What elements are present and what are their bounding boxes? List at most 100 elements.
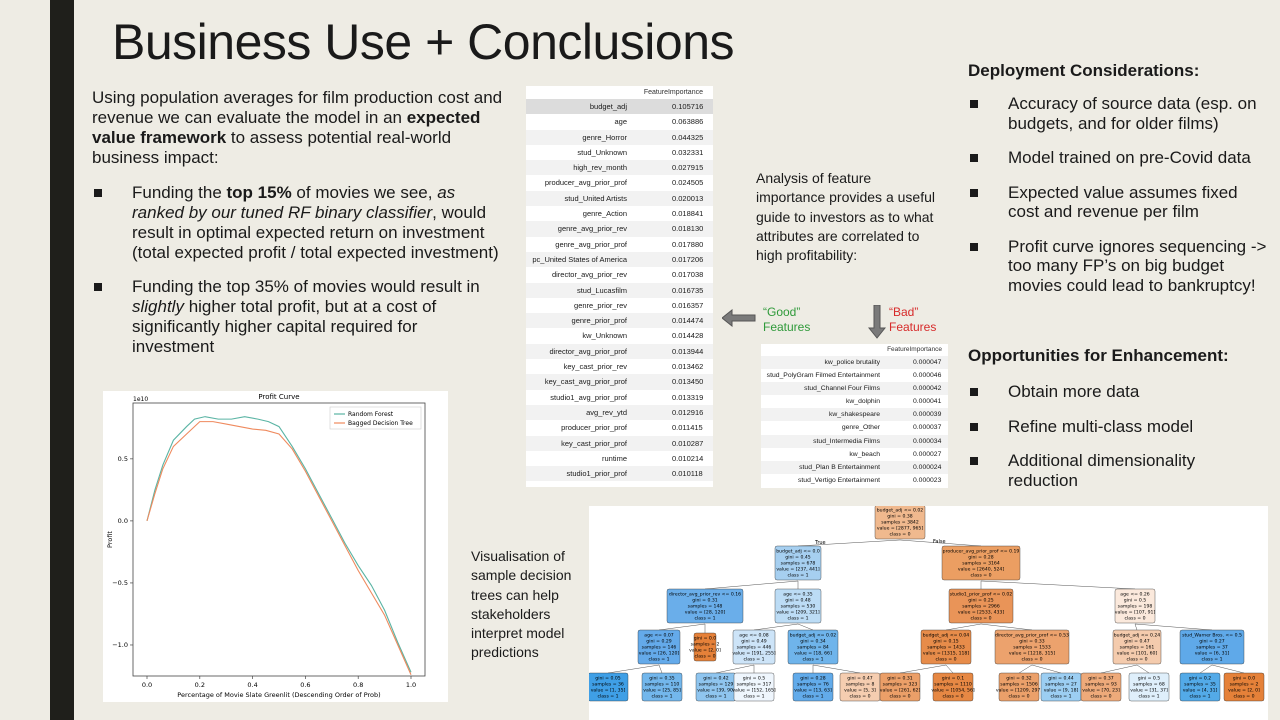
feature-value: 0.017880 xyxy=(672,239,704,249)
tree-node-box xyxy=(641,672,683,702)
bullet-top15: Funding the top 15% of movies we see, as… xyxy=(92,183,502,263)
tree-node-text: samples = 3164 xyxy=(962,561,1000,567)
feature-value: 0.000047 xyxy=(913,359,942,366)
tree-node-text: value = [191, 255] xyxy=(732,651,776,657)
intro-paragraph: Using population averages for film produ… xyxy=(92,88,512,168)
feature-name: avg_rev_ytd xyxy=(586,407,627,417)
tree-node-text: class = 1 xyxy=(597,694,618,700)
feature-value: 0.013450 xyxy=(672,377,704,387)
tree-node-text: gini = 0.33 xyxy=(1019,639,1044,645)
tree-node-text: value = [1315, 118] xyxy=(923,651,969,657)
tree-node-box xyxy=(637,629,681,665)
tree-edge xyxy=(797,539,901,547)
tree-node-text: samples = 161 xyxy=(1120,645,1155,651)
tree-node-text: class = 1 xyxy=(787,616,808,622)
feature-value: 0.010118 xyxy=(672,469,703,479)
feature-name: genre_Other xyxy=(841,424,880,432)
tree-node-text: value = [70, 23] xyxy=(1082,688,1120,694)
deployment-heading: Deployment Considerations: xyxy=(968,61,1200,80)
feature-importance-table: FeatureImportance budget_adj 0.105716 age 0… xyxy=(526,86,713,487)
feature-value: 0.024505 xyxy=(672,178,704,188)
feature-row: director_avg_prior_rev 0.017038 xyxy=(526,267,713,282)
tree-node-text: samples = 317 xyxy=(737,682,772,688)
tree-node-text: class = 0 xyxy=(970,573,991,579)
feature-row: key_cast_avg_prior_prof 0.013450 xyxy=(526,374,713,390)
x-tick-label: 0.8 xyxy=(353,681,363,689)
intro-bold: expected value framework xyxy=(92,108,481,147)
feature-value: 0.032331 xyxy=(672,147,704,157)
feature-value: 0.016735 xyxy=(672,285,704,295)
bullet-italic: slightly xyxy=(132,297,184,316)
tree-node-text: class = 0 xyxy=(849,694,870,700)
feature-name: stud_United Artists xyxy=(564,193,627,203)
tree-node-box xyxy=(732,629,776,665)
left-bullet-list: Funding the top 15% of movies we see, as… xyxy=(92,183,502,371)
feature-row: key_cast_prior_prof 0.010287 xyxy=(526,435,713,451)
feature-row: pc_United States of America 0.017206 xyxy=(526,251,713,268)
feature-value: 0.013462 xyxy=(672,362,704,372)
tree-edge xyxy=(899,539,982,547)
tree-node-text: class = 0 xyxy=(694,654,715,660)
tree-node-text: value = [4, 31] xyxy=(1183,688,1218,694)
feature-row: studio1_prior_prof 0.010118 xyxy=(526,466,713,482)
tree-node-text: gini = 0.35 xyxy=(649,676,674,682)
tree-node-box xyxy=(787,629,839,665)
feature-value: 0.016357 xyxy=(672,300,704,310)
tree-node-text: class = 0 xyxy=(1021,657,1042,663)
tree-node-box xyxy=(733,672,775,702)
opportunity-item: Additional dimensionality reduction xyxy=(968,451,1268,490)
tree-node-text: value = [1209, 297] xyxy=(996,688,1042,694)
tree-node-text: value = [2640, 524] xyxy=(958,567,1004,573)
tree-node-text: class = 1 xyxy=(1050,694,1071,700)
tree-node-text: gini = 0.47 xyxy=(847,676,872,682)
feature-value: 0.000027 xyxy=(913,450,942,458)
x-tick-label: 0.6 xyxy=(300,681,310,689)
feature-row: producer_prior_prof 0.011415 xyxy=(526,420,713,435)
feature-name: high_rev_month xyxy=(573,163,627,173)
feature-row: stud_United Artists 0.020013 xyxy=(526,190,713,207)
tree-node-text: class = 1 xyxy=(651,694,672,700)
feature-row: stud_Lucasfilm 0.016735 xyxy=(526,282,713,298)
tree-edge xyxy=(1100,664,1138,674)
tree-node-box xyxy=(941,545,1021,581)
tree-node-text: value = [26, 120] xyxy=(639,651,680,657)
bullet-square-icon xyxy=(970,100,978,108)
tree-node-text: class = 0 xyxy=(1090,694,1111,700)
tree-edge xyxy=(980,623,1033,631)
tree-node-text: gini = 0.48 xyxy=(785,598,810,604)
profit-curve-svg: Profit Curve 1e10 0.0 0.2 0.4 0.6 0.8 1.0 −1.0 −0… xyxy=(106,393,426,699)
false-label: False xyxy=(933,539,946,545)
feature-value: 0.010214 xyxy=(672,453,704,463)
feature-name: genre_Horror xyxy=(582,132,627,142)
feature-name: key_cast_avg_prior_prof xyxy=(544,377,627,387)
tree-node-text: value = [18, 66] xyxy=(794,651,832,657)
feature-value: 0.105716 xyxy=(672,102,704,111)
feature-value: 0.017206 xyxy=(672,254,704,264)
low-feature-row: kw_police brutality 0.000047 xyxy=(761,356,948,370)
tree-node-text: stud_Warner Bros. <= 0.5 xyxy=(1182,633,1242,639)
tree-node-text: value = [2, 0] xyxy=(689,648,721,654)
feature-row: key_cast_prior_rev 0.013462 xyxy=(526,359,713,374)
feature-value: 0.014428 xyxy=(672,331,704,341)
feature-name: studio1_avg_prior_prof xyxy=(550,392,627,402)
feature-name: key_cast_prior_prof xyxy=(561,438,627,448)
bullet-square-icon xyxy=(970,422,978,431)
feature-name: runtime xyxy=(601,453,627,463)
tree-node-text: value = [2533, 433] xyxy=(958,610,1004,616)
tree-node-text: gini = 0.5 xyxy=(1124,598,1147,604)
feature-value: 0.000039 xyxy=(913,411,942,419)
feature-value: 0.011415 xyxy=(672,423,703,433)
tree-node-text: budget_adj <= 0.0 xyxy=(776,549,820,555)
deployment-item: Model trained on pre-Covid data xyxy=(968,148,1268,168)
tree-node-text: class = 1 xyxy=(1201,657,1222,663)
tree-node-text: age <= 0.35 xyxy=(783,592,812,598)
tree-node-text: class = 1 xyxy=(802,657,823,663)
opportunity-item: Obtain more data xyxy=(968,382,1268,402)
